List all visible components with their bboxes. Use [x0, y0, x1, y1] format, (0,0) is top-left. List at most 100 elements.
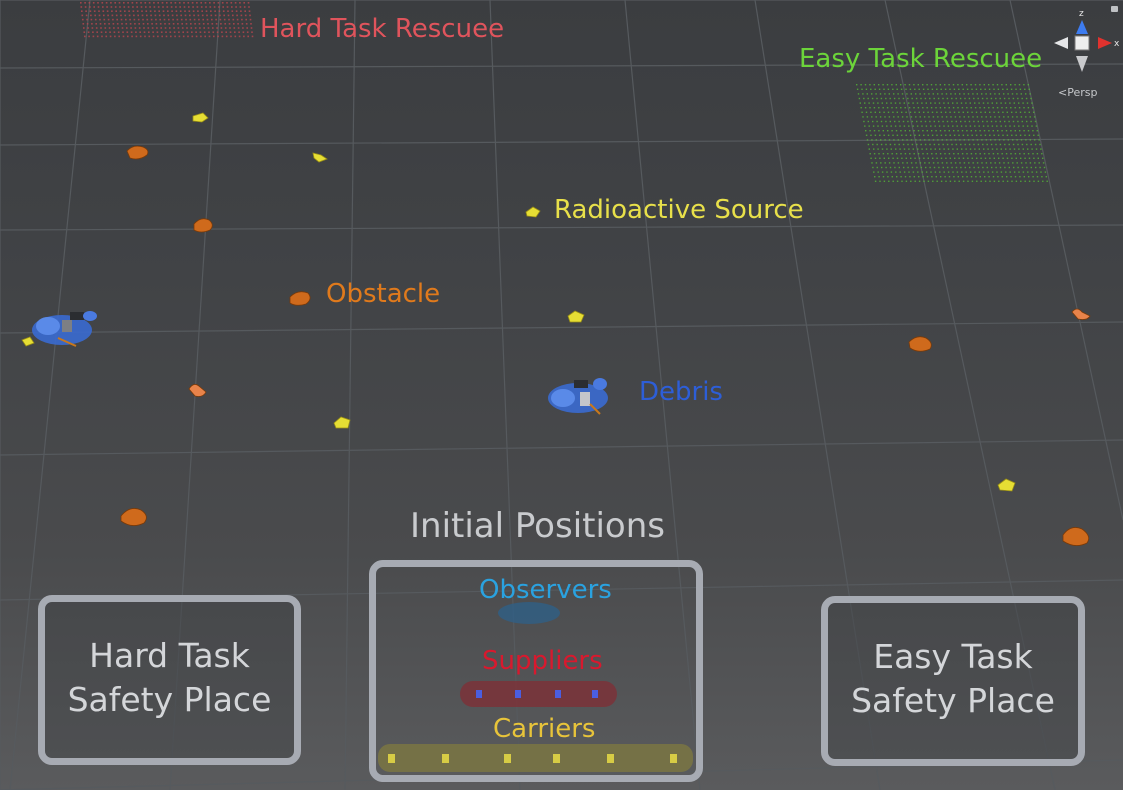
easy-rescuee-dot	[938, 125, 941, 127]
easy-rescuee-dot	[1045, 176, 1047, 178]
orientation-gizmo[interactable]: z x <Persp	[1046, 4, 1123, 104]
easy-rescuee-dot	[971, 88, 973, 90]
easy-rescuee-dot	[1027, 153, 1030, 155]
easy-rescuee-dot	[982, 166, 984, 169]
hard-rescuee-dot	[146, 18, 149, 21]
hard-rescuee-dot	[86, 23, 89, 25]
hard-rescuee-dot	[243, 2, 245, 4]
easy-rescuee-dot	[905, 111, 907, 113]
easy-rescuee-dot	[906, 116, 908, 118]
easy-rescuee-dot	[995, 166, 997, 169]
hard-rescuee-dot	[189, 14, 191, 17]
easy-rescuee-dot	[990, 143, 993, 146]
easy-rescuee-dot	[926, 107, 928, 109]
easy-rescuee-dot	[979, 130, 981, 132]
hard-task-rescuee-field	[80, 2, 254, 38]
easy-rescuee-dot	[949, 157, 951, 159]
hard-rescuee-dot	[154, 10, 156, 12]
easy-rescuee-dot	[874, 134, 877, 136]
easy-rescuee-dot	[968, 162, 970, 164]
hard-rescuee-dot	[92, 31, 94, 33]
projection-toggle[interactable]: <Persp	[1058, 86, 1097, 99]
easy-rescuee-dot	[930, 84, 933, 86]
easy-rescuee-dot	[874, 88, 876, 90]
hard-rescuee-dot	[232, 14, 234, 17]
hard-rescuee-dot	[111, 10, 113, 12]
initial-positions-zone	[369, 560, 703, 782]
easy-rescuee-dot	[989, 116, 992, 118]
easy-rescuee-dot	[905, 88, 907, 90]
easy-rescuee-dot	[968, 139, 970, 141]
easy-rescuee-dot	[1001, 176, 1003, 178]
easy-rescuee-dot	[1032, 130, 1034, 132]
easy-rescuee-dot	[970, 153, 973, 155]
easy-rescuee-dot	[1007, 93, 1009, 95]
hard-rescuee-dot	[105, 31, 107, 33]
obstacle	[908, 336, 932, 352]
easy-rescuee-dot	[1033, 134, 1035, 136]
easy-rescuee-dot	[955, 120, 957, 123]
easy-rescuee-dot	[1009, 102, 1011, 104]
easy-rescuee-dot	[940, 176, 942, 178]
easy-rescuee-dot	[887, 153, 889, 155]
easy-rescuee-dot	[979, 107, 981, 109]
easy-rescuee-dot	[886, 125, 888, 127]
easy-rescuee-dot	[929, 143, 931, 146]
easy-rescuee-dot	[941, 93, 943, 95]
hard-rescuee-dot	[92, 2, 95, 4]
easy-rescuee-dot	[932, 180, 934, 182]
easy-rescuee-dot	[945, 111, 947, 113]
easy-rescuee-dot	[1005, 153, 1008, 155]
easy-rescuee-dot	[877, 171, 879, 173]
easy-rescuee-dot	[1023, 107, 1025, 109]
easy-rescuee-dot	[893, 93, 895, 95]
easy-rescuee-dot	[1013, 148, 1016, 150]
hard-rescuee-dot	[230, 35, 232, 38]
easy-rescuee-dot	[894, 102, 897, 104]
hard-rescuee-dot	[152, 31, 154, 33]
easy-rescuee-dot	[909, 88, 912, 90]
easy-rescuee-dot	[954, 93, 956, 95]
easy-rescuee-dot	[881, 148, 884, 150]
easy-rescuee-dot	[1024, 157, 1026, 159]
easy-rescuee-dot	[949, 88, 951, 90]
hard-rescuee-dot	[206, 14, 208, 17]
hard-rescuee-dot	[167, 10, 169, 12]
hard-rescuee-dot	[109, 31, 111, 33]
easy-rescuee-dot	[910, 157, 912, 159]
hard-safety-line1: Hard Task	[89, 636, 250, 675]
easy-rescuee-dot	[1002, 134, 1004, 136]
easy-rescuee-dot	[999, 166, 1002, 169]
easy-rescuee-dot	[880, 143, 883, 146]
easy-rescuee-dot	[980, 88, 982, 90]
easy-rescuee-dot	[1033, 111, 1035, 113]
easy-rescuee-dot	[937, 162, 939, 164]
easy-rescuee-dot	[933, 120, 935, 123]
easy-rescuee-dot	[862, 93, 864, 95]
easy-rescuee-dot	[863, 120, 865, 123]
easy-rescuee-dot	[962, 176, 964, 178]
easy-rescuee-dot	[1039, 166, 1041, 169]
easy-rescuee-dot	[941, 116, 943, 118]
hard-rescuee-dot	[106, 6, 108, 8]
easy-rescuee-dot	[966, 176, 968, 178]
hard-rescuee-dot	[224, 23, 226, 25]
hard-rescuee-dot	[174, 35, 176, 38]
obstacle	[193, 218, 213, 233]
hard-rescuee-dot	[245, 18, 247, 21]
easy-rescuee-dot	[960, 102, 963, 104]
easy-rescuee-dot	[933, 97, 935, 100]
easy-rescuee-dot	[889, 97, 891, 100]
hard-rescuee-dot	[165, 35, 168, 38]
easy-rescuee-dot	[983, 148, 985, 150]
hard-rescuee-dot	[155, 23, 158, 25]
easy-rescuee-dot	[900, 88, 903, 90]
hard-rescuee-dot	[92, 35, 95, 38]
easy-rescuee-dot	[929, 166, 931, 169]
easy-rescuee-dot	[992, 153, 995, 155]
hard-rescuee-dot	[149, 6, 151, 8]
hard-rescuee-dot	[219, 14, 221, 17]
easy-rescuee-dot	[946, 97, 949, 100]
easy-rescuee-dot	[1030, 166, 1032, 169]
easy-rescuee-dot	[1012, 143, 1015, 146]
